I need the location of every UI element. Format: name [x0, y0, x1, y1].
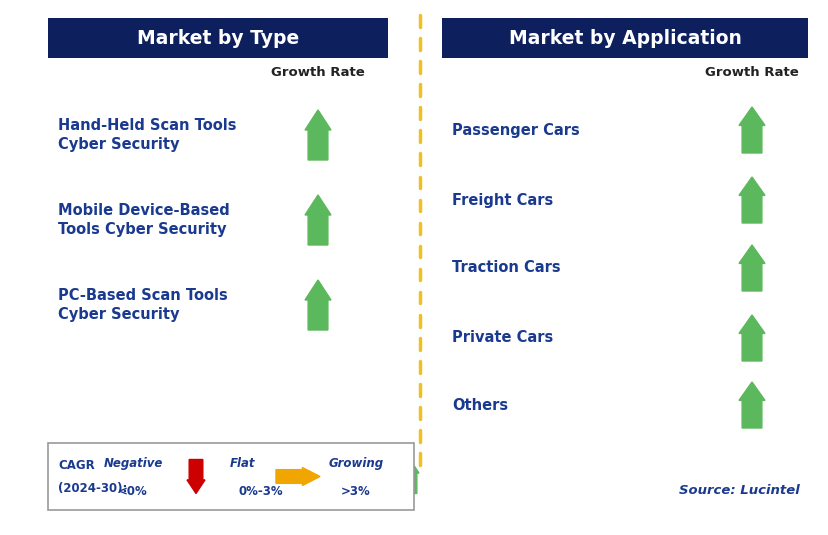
- Text: Negative: Negative: [104, 456, 162, 470]
- Bar: [441, 18, 807, 58]
- Text: Growth Rate: Growth Rate: [271, 66, 364, 80]
- Polygon shape: [401, 460, 418, 493]
- Polygon shape: [305, 280, 330, 330]
- Text: Growth Rate: Growth Rate: [705, 66, 798, 80]
- Text: >3%: >3%: [340, 485, 370, 498]
- Text: Flat: Flat: [230, 456, 256, 470]
- Text: 0%-3%: 0%-3%: [238, 485, 283, 498]
- Polygon shape: [738, 107, 764, 153]
- Text: Others: Others: [451, 398, 508, 412]
- Text: Mobile Device-Based
Tools Cyber Security: Mobile Device-Based Tools Cyber Security: [58, 203, 229, 237]
- Polygon shape: [738, 315, 764, 361]
- Text: Passenger Cars: Passenger Cars: [451, 123, 579, 137]
- Text: Source: Lucintel: Source: Lucintel: [678, 484, 799, 496]
- Polygon shape: [276, 468, 320, 485]
- Polygon shape: [738, 382, 764, 428]
- Text: Traction Cars: Traction Cars: [451, 261, 560, 276]
- Text: Growing: Growing: [328, 456, 383, 470]
- Polygon shape: [187, 460, 205, 493]
- Text: (2024-30):: (2024-30):: [58, 482, 128, 495]
- Bar: [48, 18, 388, 58]
- Polygon shape: [305, 195, 330, 245]
- Text: Market by Application: Market by Application: [508, 28, 740, 48]
- Text: Private Cars: Private Cars: [451, 331, 552, 346]
- Polygon shape: [738, 177, 764, 223]
- Text: Market by Type: Market by Type: [137, 28, 299, 48]
- Bar: [48, 443, 413, 510]
- Polygon shape: [738, 245, 764, 291]
- Text: CAGR: CAGR: [58, 458, 94, 472]
- Text: Freight Cars: Freight Cars: [451, 193, 552, 208]
- Text: PC-Based Scan Tools
Cyber Security: PC-Based Scan Tools Cyber Security: [58, 288, 228, 322]
- Polygon shape: [305, 110, 330, 160]
- Text: <0%: <0%: [118, 485, 147, 498]
- Text: Hand-Held Scan Tools
Cyber Security: Hand-Held Scan Tools Cyber Security: [58, 118, 236, 152]
